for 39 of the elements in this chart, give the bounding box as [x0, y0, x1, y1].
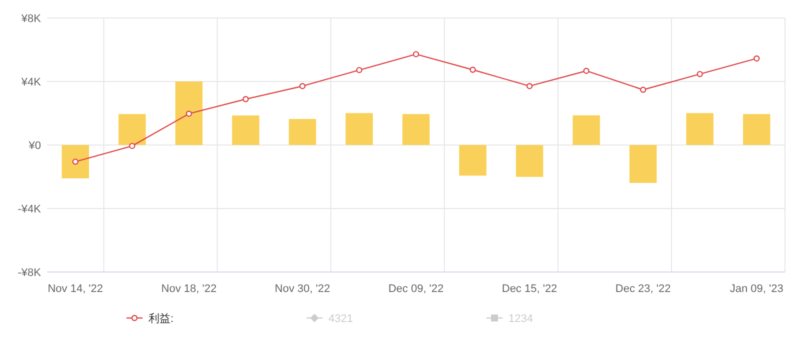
bar	[742, 114, 770, 145]
bar	[516, 145, 544, 177]
point	[129, 142, 136, 150]
bar	[62, 145, 90, 178]
y-tick-label: ¥8K	[20, 13, 42, 25]
point	[356, 66, 362, 74]
point	[526, 83, 533, 90]
x-tick-label: Dec 15, '22	[502, 283, 558, 295]
bar	[572, 115, 600, 145]
legend-label: 利益:	[148, 312, 174, 325]
point	[640, 86, 646, 93]
bar	[175, 82, 203, 145]
point	[72, 158, 78, 165]
x-tick-label: Dec 23, '22	[615, 283, 671, 295]
point	[186, 110, 192, 117]
x-tick-label: Nov 30, '22	[274, 283, 330, 295]
bar	[346, 113, 373, 145]
y-tick-label: -¥8K	[18, 267, 42, 279]
point	[696, 70, 703, 78]
x-tick-label: Nov 14, '22	[48, 283, 104, 295]
bar	[288, 118, 316, 145]
point	[754, 55, 760, 62]
bar	[459, 145, 486, 176]
y-tick-label: ¥0	[28, 140, 41, 152]
x-tick-label: Jan 09, '23	[730, 283, 784, 295]
point	[583, 68, 590, 74]
x-tick-label: Dec 09, '22	[388, 283, 444, 295]
bar	[402, 114, 430, 145]
x-tick-label: Nov 18, '22	[161, 283, 217, 295]
bar	[232, 115, 260, 145]
y-tick-label: ¥4K	[20, 76, 42, 88]
y-tick-label: -¥4K	[18, 204, 42, 216]
point	[299, 83, 306, 90]
bar	[629, 145, 657, 183]
point	[242, 96, 249, 102]
point	[470, 66, 476, 73]
bar	[118, 114, 146, 145]
point	[412, 51, 420, 58]
bar	[686, 113, 714, 145]
